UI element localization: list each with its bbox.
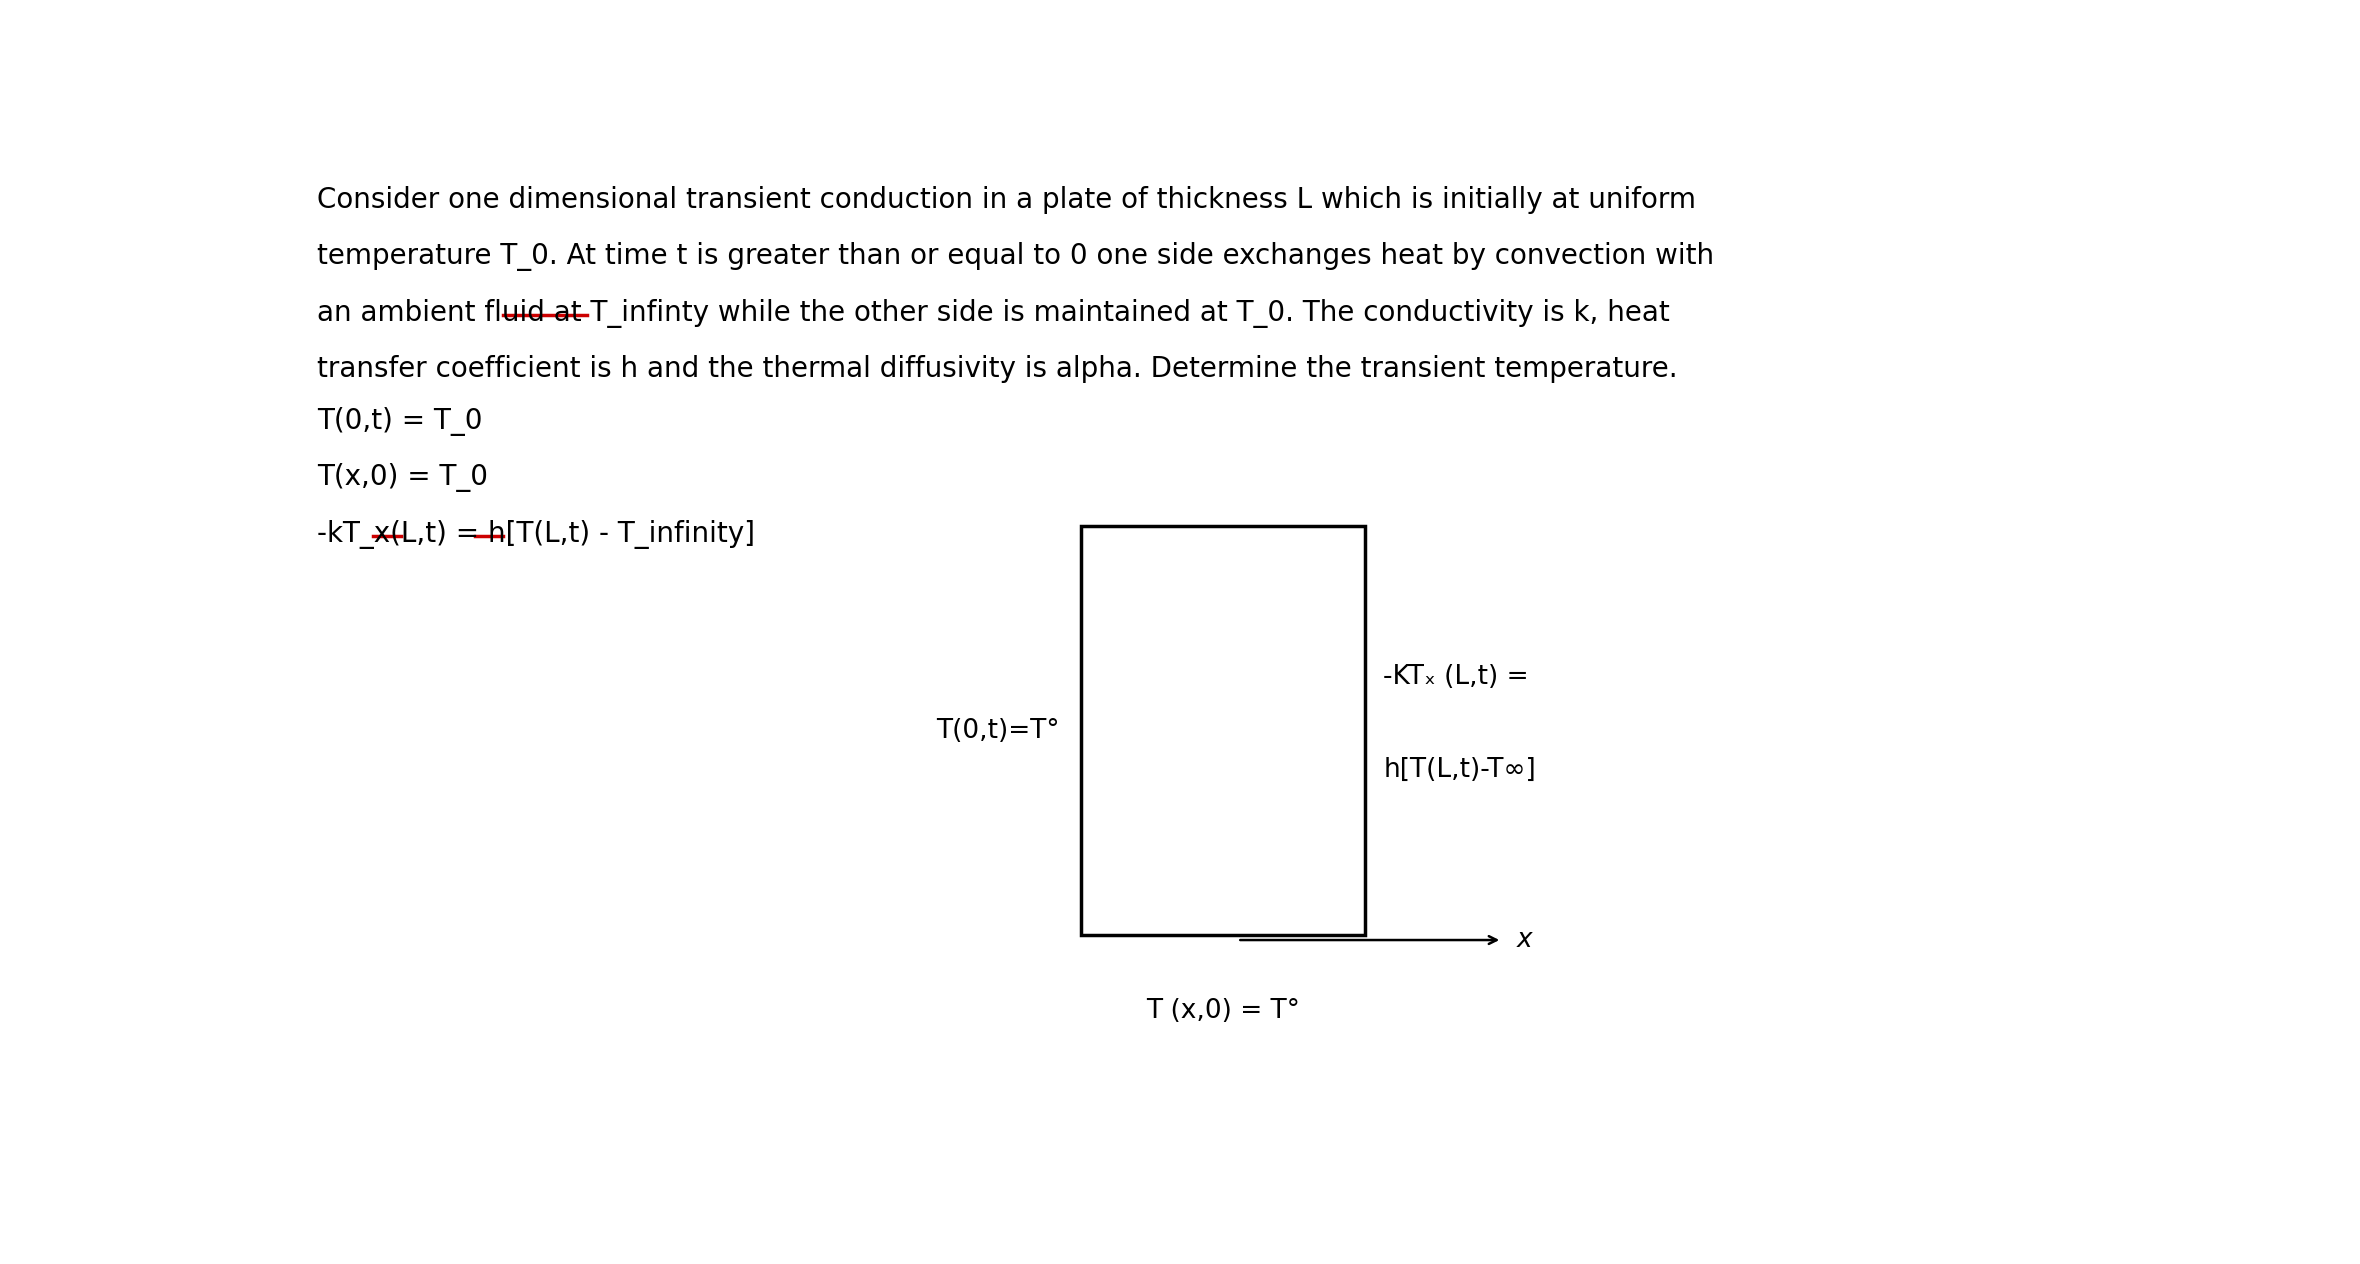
Text: T(x,0) = T_0: T(x,0) = T_0 (316, 463, 489, 492)
Text: h[T(L,t)-T∞]: h[T(L,t)-T∞] (1383, 757, 1536, 782)
Text: T (x,0) = T°: T (x,0) = T° (1147, 999, 1300, 1024)
Text: Consider one dimensional transient conduction in a plate of thickness L which is: Consider one dimensional transient condu… (316, 186, 1697, 214)
Bar (1081, 526, 1364, 935)
Text: transfer coefficient is h and the thermal diffusivity is alpha. Determine the tr: transfer coefficient is h and the therma… (316, 355, 1678, 383)
Text: x: x (1517, 927, 1532, 953)
Text: T(0,t) = T_0: T(0,t) = T_0 (316, 407, 481, 436)
Text: L: L (1215, 683, 1232, 713)
Text: temperature T_0. At time t is greater than or equal to 0 one side exchanges heat: temperature T_0. At time t is greater th… (316, 243, 1713, 272)
Text: an ambient fluid at T_infinty while the other side is maintained at T_0. The con: an ambient fluid at T_infinty while the … (316, 298, 1669, 327)
Text: -kT_x(L,t) = h[T(L,t) - T_infinity]: -kT_x(L,t) = h[T(L,t) - T_infinity] (316, 520, 755, 549)
Text: T(0,t)=T°: T(0,t)=T° (937, 718, 1060, 743)
Text: -KTₓ (L,t) =: -KTₓ (L,t) = (1383, 665, 1529, 690)
